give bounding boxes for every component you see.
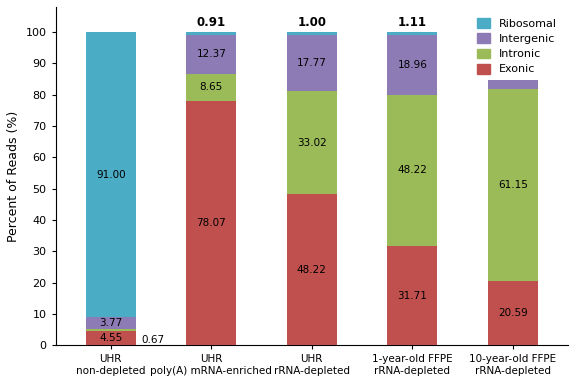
- Bar: [387, 32, 438, 36]
- Bar: [186, 101, 236, 345]
- Bar: [186, 35, 236, 74]
- Bar: [186, 74, 236, 101]
- Text: 61.15: 61.15: [498, 180, 528, 190]
- Bar: [287, 35, 337, 91]
- Text: 33.02: 33.02: [297, 137, 327, 147]
- Text: 1.00: 1.00: [297, 16, 326, 29]
- Text: 17.77: 17.77: [297, 58, 327, 68]
- Legend: Ribosomal, Intergenic, Intronic, Exonic: Ribosomal, Intergenic, Intronic, Exonic: [471, 13, 562, 80]
- Bar: [488, 89, 538, 281]
- Bar: [287, 91, 337, 194]
- Text: 12.37: 12.37: [196, 49, 226, 59]
- Text: 4.55: 4.55: [99, 333, 122, 343]
- Bar: [488, 32, 538, 34]
- Bar: [387, 36, 438, 95]
- Text: 48.22: 48.22: [397, 165, 427, 175]
- Bar: [86, 331, 136, 345]
- Text: 17.54: 17.54: [498, 57, 528, 67]
- Text: 18.96: 18.96: [397, 60, 427, 70]
- Bar: [186, 32, 236, 35]
- Bar: [86, 32, 136, 317]
- Text: 78.07: 78.07: [197, 218, 226, 228]
- Bar: [387, 95, 438, 246]
- Bar: [86, 329, 136, 331]
- Bar: [287, 32, 337, 35]
- Bar: [86, 317, 136, 329]
- Text: 1.11: 1.11: [398, 16, 427, 29]
- Text: 0.91: 0.91: [197, 16, 226, 29]
- Bar: [488, 281, 538, 345]
- Bar: [488, 34, 538, 89]
- Text: 0.67: 0.67: [141, 335, 164, 345]
- Text: 0.72: 0.72: [499, 16, 527, 29]
- Text: 48.22: 48.22: [297, 265, 327, 275]
- Bar: [287, 194, 337, 345]
- Text: 3.77: 3.77: [99, 318, 122, 328]
- Y-axis label: Percent of Reads (%): Percent of Reads (%): [7, 111, 20, 242]
- Text: 20.59: 20.59: [498, 308, 528, 318]
- Text: 31.71: 31.71: [397, 291, 427, 301]
- Text: 8.65: 8.65: [200, 82, 223, 92]
- Text: 91.00: 91.00: [96, 170, 125, 180]
- Bar: [387, 246, 438, 345]
